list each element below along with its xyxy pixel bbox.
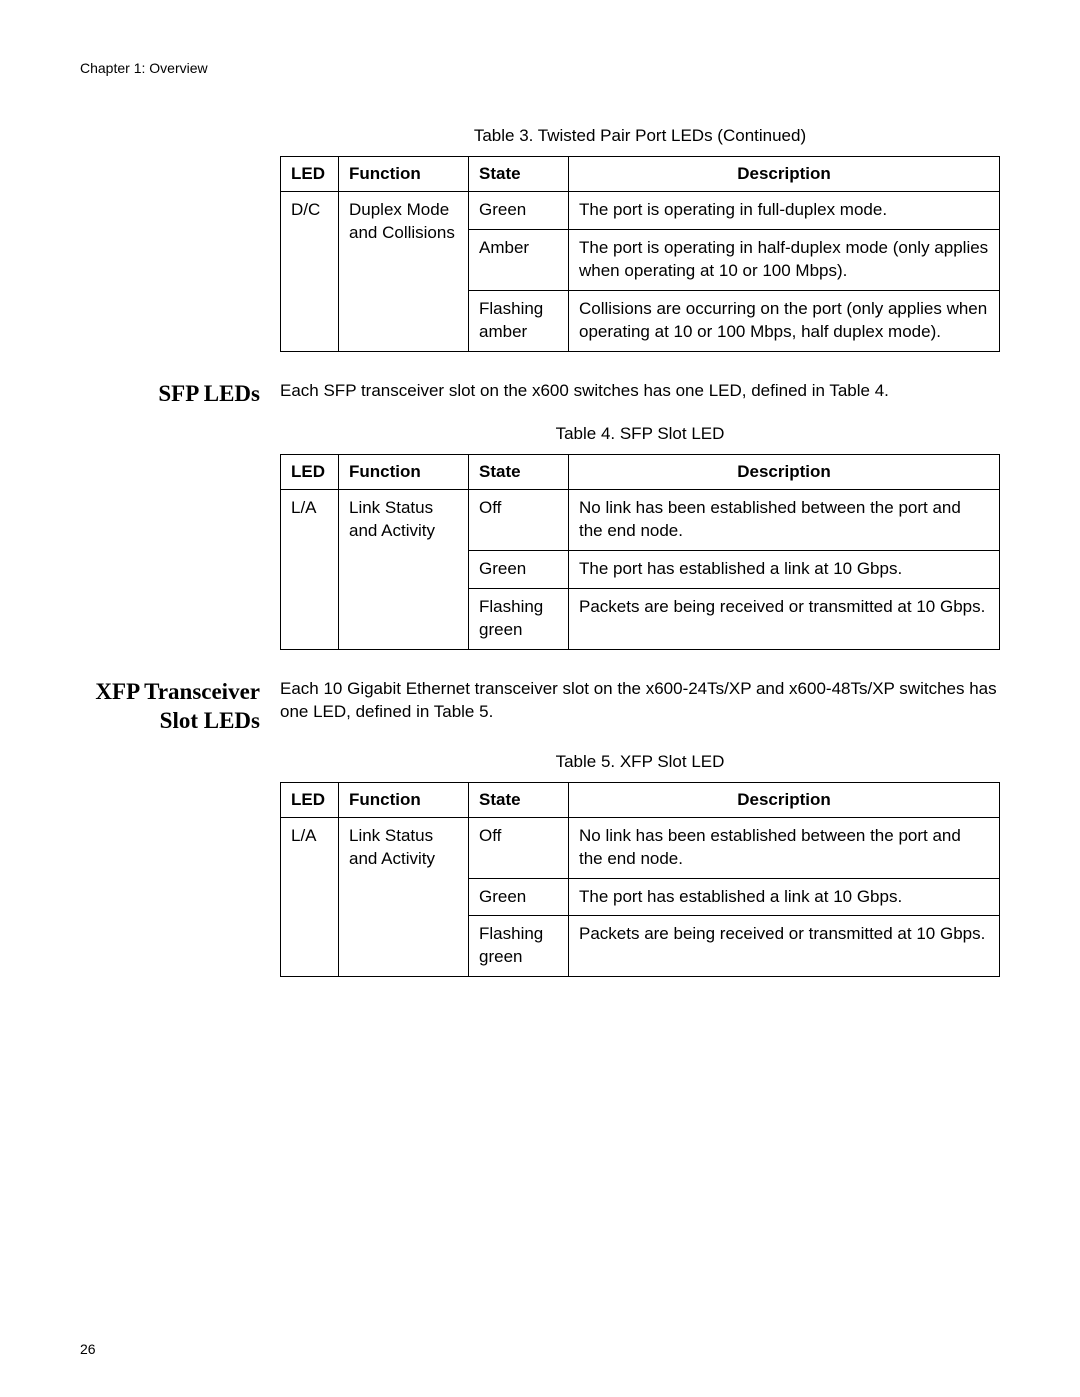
cell-function: Duplex Mode and Collisions [339, 192, 469, 352]
th-function: Function [339, 157, 469, 192]
cell-function: Link Status and Activity [339, 490, 469, 650]
sfp-leds-heading: SFP LEDs [80, 380, 280, 409]
table3-caption: Table 3. Twisted Pair Port LEDs (Continu… [280, 126, 1000, 146]
th-state: State [469, 157, 569, 192]
cell-description: No link has been established between the… [569, 817, 1000, 878]
cell-description: The port is operating in half-duplex mod… [569, 229, 1000, 290]
cell-led: D/C [281, 192, 339, 352]
th-state: State [469, 455, 569, 490]
th-function: Function [339, 782, 469, 817]
cell-description: Packets are being received or transmitte… [569, 589, 1000, 650]
cell-state: Off [469, 817, 569, 878]
cell-description: Collisions are occurring on the port (on… [569, 290, 1000, 351]
cell-description: Packets are being received or transmitte… [569, 916, 1000, 977]
table5-caption: Table 5. XFP Slot LED [280, 752, 1000, 772]
table-header-row: LED Function State Description [281, 782, 1000, 817]
cell-led: L/A [281, 490, 339, 650]
cell-state: Flashing green [469, 916, 569, 977]
table-row: D/C Duplex Mode and Collisions Green The… [281, 192, 1000, 230]
xfp-leds-intro: Each 10 Gigabit Ethernet transceiver slo… [280, 678, 1000, 724]
th-led: LED [281, 782, 339, 817]
th-state: State [469, 782, 569, 817]
cell-function: Link Status and Activity [339, 817, 469, 977]
table4-caption: Table 4. SFP Slot LED [280, 424, 1000, 444]
cell-description: No link has been established between the… [569, 490, 1000, 551]
cell-state: Flashing green [469, 589, 569, 650]
sfp-leds-intro: Each SFP transceiver slot on the x600 sw… [280, 380, 1000, 403]
cell-state: Green [469, 551, 569, 589]
cell-description: The port has established a link at 10 Gb… [569, 878, 1000, 916]
chapter-header: Chapter 1: Overview [80, 60, 1000, 76]
cell-state: Off [469, 490, 569, 551]
th-led: LED [281, 157, 339, 192]
table-row: L/A Link Status and Activity Off No link… [281, 817, 1000, 878]
th-description: Description [569, 455, 1000, 490]
cell-description: The port has established a link at 10 Gb… [569, 551, 1000, 589]
cell-state: Green [469, 878, 569, 916]
th-description: Description [569, 782, 1000, 817]
cell-state: Green [469, 192, 569, 230]
table-header-row: LED Function State Description [281, 157, 1000, 192]
table-header-row: LED Function State Description [281, 455, 1000, 490]
th-description: Description [569, 157, 1000, 192]
table-row: L/A Link Status and Activity Off No link… [281, 490, 1000, 551]
page-number: 26 [80, 1341, 96, 1357]
cell-description: The port is operating in full-duplex mod… [569, 192, 1000, 230]
table4: LED Function State Description L/A Link … [280, 454, 1000, 650]
table3: LED Function State Description D/C Duple… [280, 156, 1000, 352]
table5: LED Function State Description L/A Link … [280, 782, 1000, 978]
cell-state: Amber [469, 229, 569, 290]
cell-led: L/A [281, 817, 339, 977]
th-function: Function [339, 455, 469, 490]
th-led: LED [281, 455, 339, 490]
cell-state: Flashing amber [469, 290, 569, 351]
xfp-leds-heading: XFP Transceiver Slot LEDs [80, 678, 280, 736]
